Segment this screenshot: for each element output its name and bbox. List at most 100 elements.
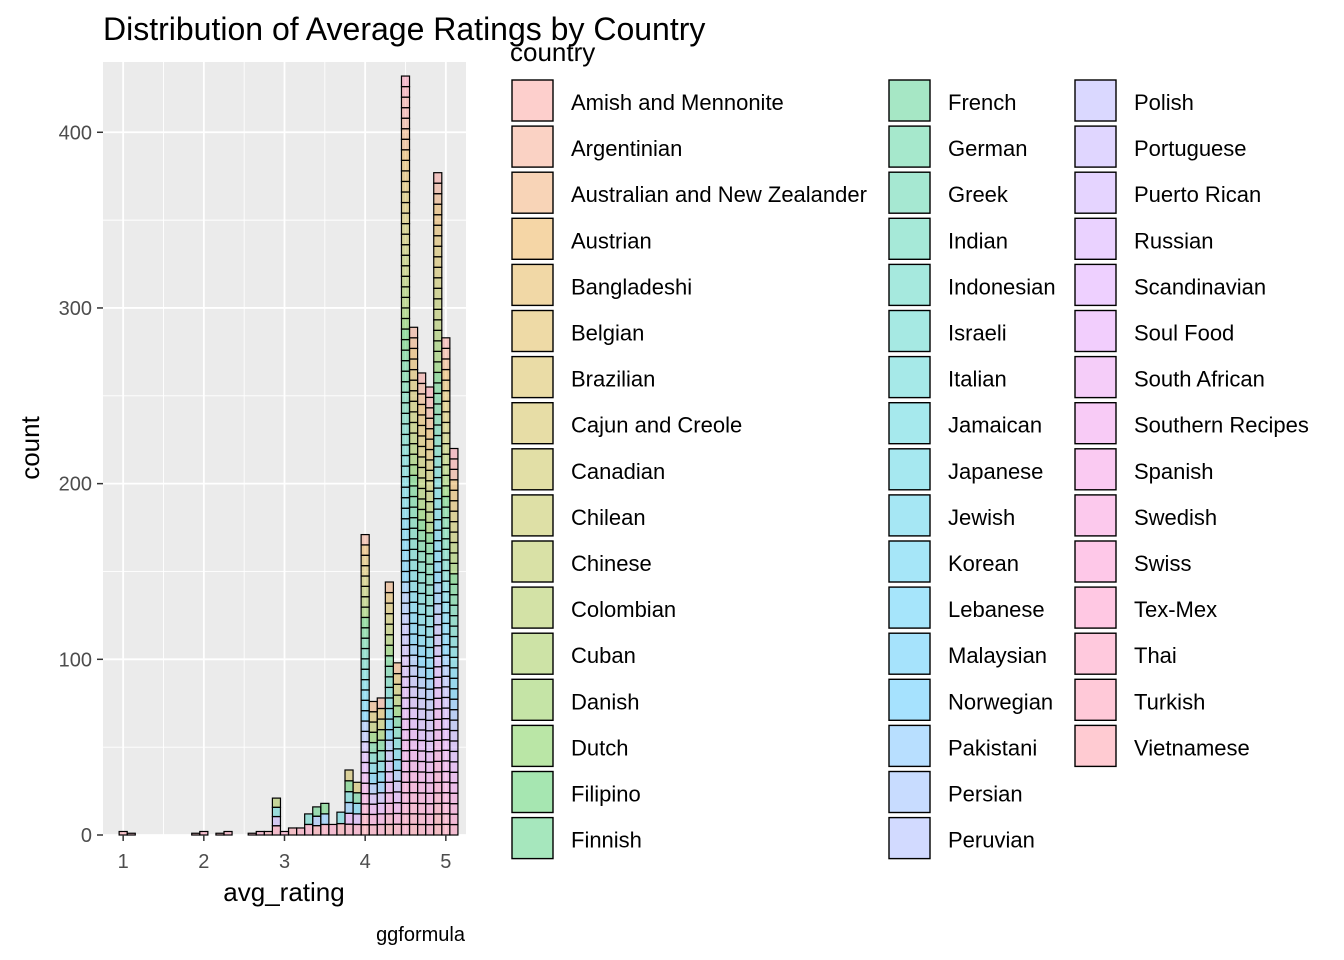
bar-segment [441, 379, 451, 392]
legend-item: Malaysian [888, 632, 1047, 675]
bar-segment [400, 718, 411, 731]
bar-segment [433, 771, 443, 784]
bar-segment [400, 370, 411, 383]
bar-segment [376, 792, 386, 804]
legend-label: Lebanese [948, 597, 1045, 622]
bar-segment [376, 781, 386, 794]
bar-segment [408, 400, 419, 413]
bar-segment [425, 428, 435, 440]
bar-segment [433, 550, 443, 563]
histogram-bar [328, 823, 338, 836]
bar-segment [425, 396, 435, 409]
legend-key [511, 494, 554, 537]
bar-segment [408, 792, 419, 804]
bar-segment [392, 737, 403, 750]
legend-item: Colombian [511, 586, 676, 629]
bar-segment [360, 575, 370, 587]
bar-segment [384, 623, 395, 636]
bar-segment [433, 403, 443, 416]
bar-segment [441, 739, 451, 751]
legend-key [1074, 309, 1117, 353]
bar-segment [400, 476, 411, 488]
bar-segment [368, 783, 378, 795]
bar-segment [417, 540, 427, 553]
bar-segment [425, 584, 435, 596]
legend-key [511, 586, 554, 629]
legend-key [511, 171, 554, 214]
bar-segment [344, 812, 354, 825]
bar-segment [449, 489, 459, 502]
bar-segment [433, 729, 443, 741]
bar-segment [449, 552, 459, 565]
bar-segment [400, 191, 411, 204]
histogram-bar [352, 781, 362, 836]
histogram-bar [304, 813, 314, 836]
bar-segment [433, 245, 443, 258]
legend-label: French [948, 90, 1016, 115]
bar-segment [408, 760, 419, 773]
legend-item: Turkish [1074, 678, 1205, 721]
bar-segment [433, 497, 443, 510]
histogram-bar [417, 372, 427, 836]
legend-label: Portuguese [1134, 136, 1247, 161]
bar-segment [384, 739, 395, 752]
legend-label: Chinese [571, 551, 652, 576]
bar-segment [425, 438, 435, 451]
bar-segment [344, 791, 354, 804]
bar-segment [408, 453, 419, 466]
bar-segment [441, 421, 451, 434]
bar-segment [425, 678, 435, 690]
bar-segment [368, 700, 378, 713]
bar-segment [360, 554, 370, 567]
bar-segment [400, 570, 411, 583]
bar-segment [296, 827, 306, 836]
bar-segment [425, 698, 435, 711]
bar-segment [384, 760, 395, 773]
bar-segment [368, 762, 378, 774]
bar-segment [441, 527, 451, 540]
bar-segment [368, 772, 378, 785]
bar-segment [376, 718, 386, 731]
histogram-bar [320, 802, 330, 836]
legend-key [511, 309, 554, 353]
bar-segment [408, 601, 419, 614]
legend-key [1074, 171, 1117, 214]
bar-segment [392, 716, 403, 728]
histogram-bar [368, 700, 378, 836]
legend-item: Swiss [1074, 540, 1191, 583]
bar-segment [400, 750, 411, 762]
bar-segment [433, 718, 443, 731]
bar-segment [304, 823, 314, 836]
bar-segment [360, 782, 370, 795]
legend-key [888, 494, 931, 537]
bar-segment [433, 519, 443, 531]
bar-segment [384, 697, 395, 710]
bar-segment [400, 707, 411, 720]
histogram-bars [118, 75, 459, 836]
bar-segment [360, 544, 370, 556]
bar-segment [441, 580, 451, 593]
bar-segment [433, 445, 443, 458]
legend-key [888, 724, 931, 768]
bar-segment [441, 707, 451, 720]
bar-segment [417, 382, 427, 395]
bar-segment [360, 647, 370, 660]
bar-segment [417, 414, 427, 427]
bar-segment [400, 560, 411, 573]
bar-segment [433, 760, 443, 773]
bar-segment [408, 474, 419, 487]
bar-segment [408, 559, 419, 572]
bar-segment [417, 802, 427, 815]
legend-label: Finnish [571, 828, 642, 853]
bar-segment [417, 519, 427, 532]
histogram-bar [344, 769, 354, 836]
legend-item: Polish [1074, 79, 1194, 122]
bar-segment [433, 655, 443, 668]
bar-segment [433, 813, 443, 826]
bar-segment [441, 654, 451, 667]
legend-key [511, 816, 554, 860]
bar-segment [441, 485, 451, 498]
bar-segment [408, 379, 419, 392]
legend-item: Portuguese [1074, 125, 1247, 168]
